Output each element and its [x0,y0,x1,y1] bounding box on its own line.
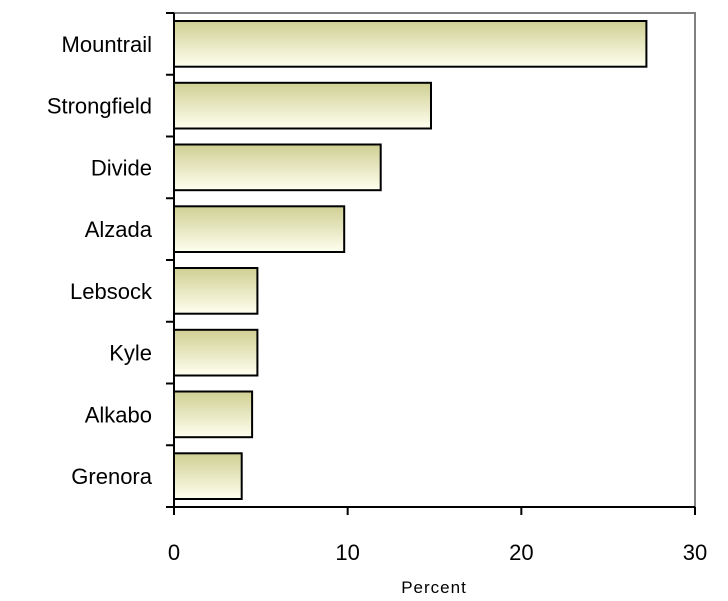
category-label: Alzada [85,217,153,242]
category-label: Divide [91,155,152,180]
x-axis-title: Percent [401,578,467,597]
category-label: Grenora [71,464,152,489]
category-label: Mountrail [62,32,152,57]
x-tick-label: 10 [335,540,359,565]
bar-strongfield [173,81,432,130]
x-tick-label: 0 [168,540,180,565]
axes-group: Mountrail Strongfield Divide Alzada Lebsock K… [47,12,707,565]
x-tick-label: 30 [683,540,707,565]
category-label: Alkabo [85,402,152,427]
category-label: Strongfield [47,94,152,119]
bar-lebsock [173,267,259,315]
bar-alzada [173,205,346,254]
bar-grenora [173,452,243,500]
category-label: Kyle [109,341,152,366]
bar-kyle [173,328,259,377]
x-tick-label: 20 [509,540,533,565]
bars-group [173,20,648,500]
category-label: Lebsock [70,279,153,304]
bar-mountrail [173,20,648,68]
bar-divide [173,143,382,192]
bar-alkabo [173,390,254,439]
